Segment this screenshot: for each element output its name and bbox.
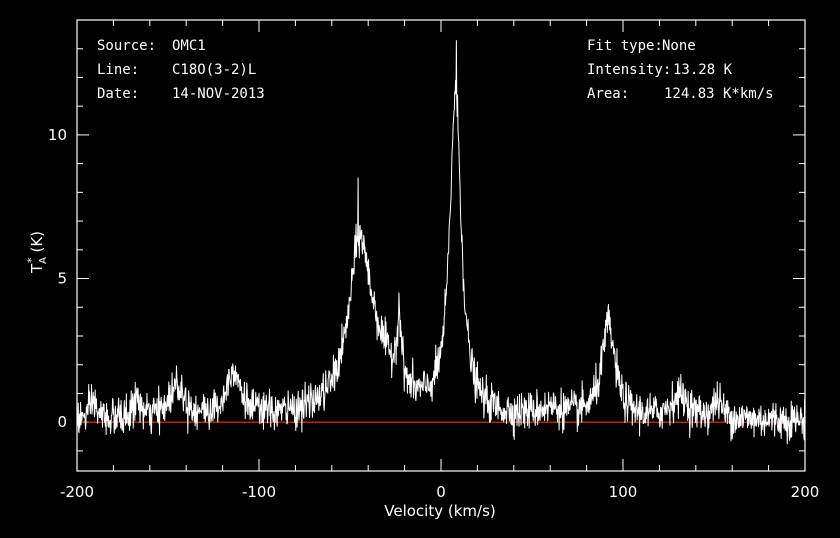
x-tick-label: -200 <box>60 483 94 501</box>
line-label: Line: <box>97 62 139 78</box>
x-tick-label: 100 <box>609 483 638 501</box>
y-tick-label: 10 <box>48 126 67 144</box>
area-value: 124.83 K*km/s <box>664 86 774 102</box>
date-value: 14-NOV-2013 <box>172 86 265 102</box>
fit-type-value: None <box>662 38 696 54</box>
y-tick-label: 5 <box>57 270 67 288</box>
y-axis-unit: (K) <box>28 231 46 253</box>
y-axis-symbol: T <box>28 263 46 274</box>
x-axis-label: Velocity (km/s) <box>384 502 495 520</box>
spectrum-series-line <box>76 40 806 445</box>
line-value: C18O(3-2)L <box>172 62 256 78</box>
source-value: OMC1 <box>172 38 206 54</box>
fit-type-label: Fit type: <box>587 38 663 54</box>
intensity-value: 13.28 K <box>673 62 733 78</box>
source-label: Source: <box>97 38 156 54</box>
y-tick-label: 0 <box>57 413 67 431</box>
x-tick-label: -100 <box>242 483 276 501</box>
x-tick-label: 0 <box>436 483 446 501</box>
y-axis-label: TA* (K) <box>25 231 49 274</box>
x-tick-label: 200 <box>791 483 820 501</box>
date-label: Date: <box>97 86 139 102</box>
axis-tick-labels: -200 -100 0 100 200 0 5 10 <box>48 126 819 501</box>
plot-frame <box>76 19 806 472</box>
y-axis-superscript: * <box>25 257 38 263</box>
y-axis-subscript: A <box>38 257 49 264</box>
header-left: Source: OMC1 Line: C18O(3-2)L Date: 14-N… <box>97 38 265 102</box>
area-label: Area: <box>587 86 629 102</box>
svg-text:TA*(K): TA* (K) <box>25 231 49 274</box>
header-right: Fit type: None Intensity: 13.28 K Area: … <box>587 38 774 102</box>
intensity-label: Intensity: <box>587 62 671 78</box>
